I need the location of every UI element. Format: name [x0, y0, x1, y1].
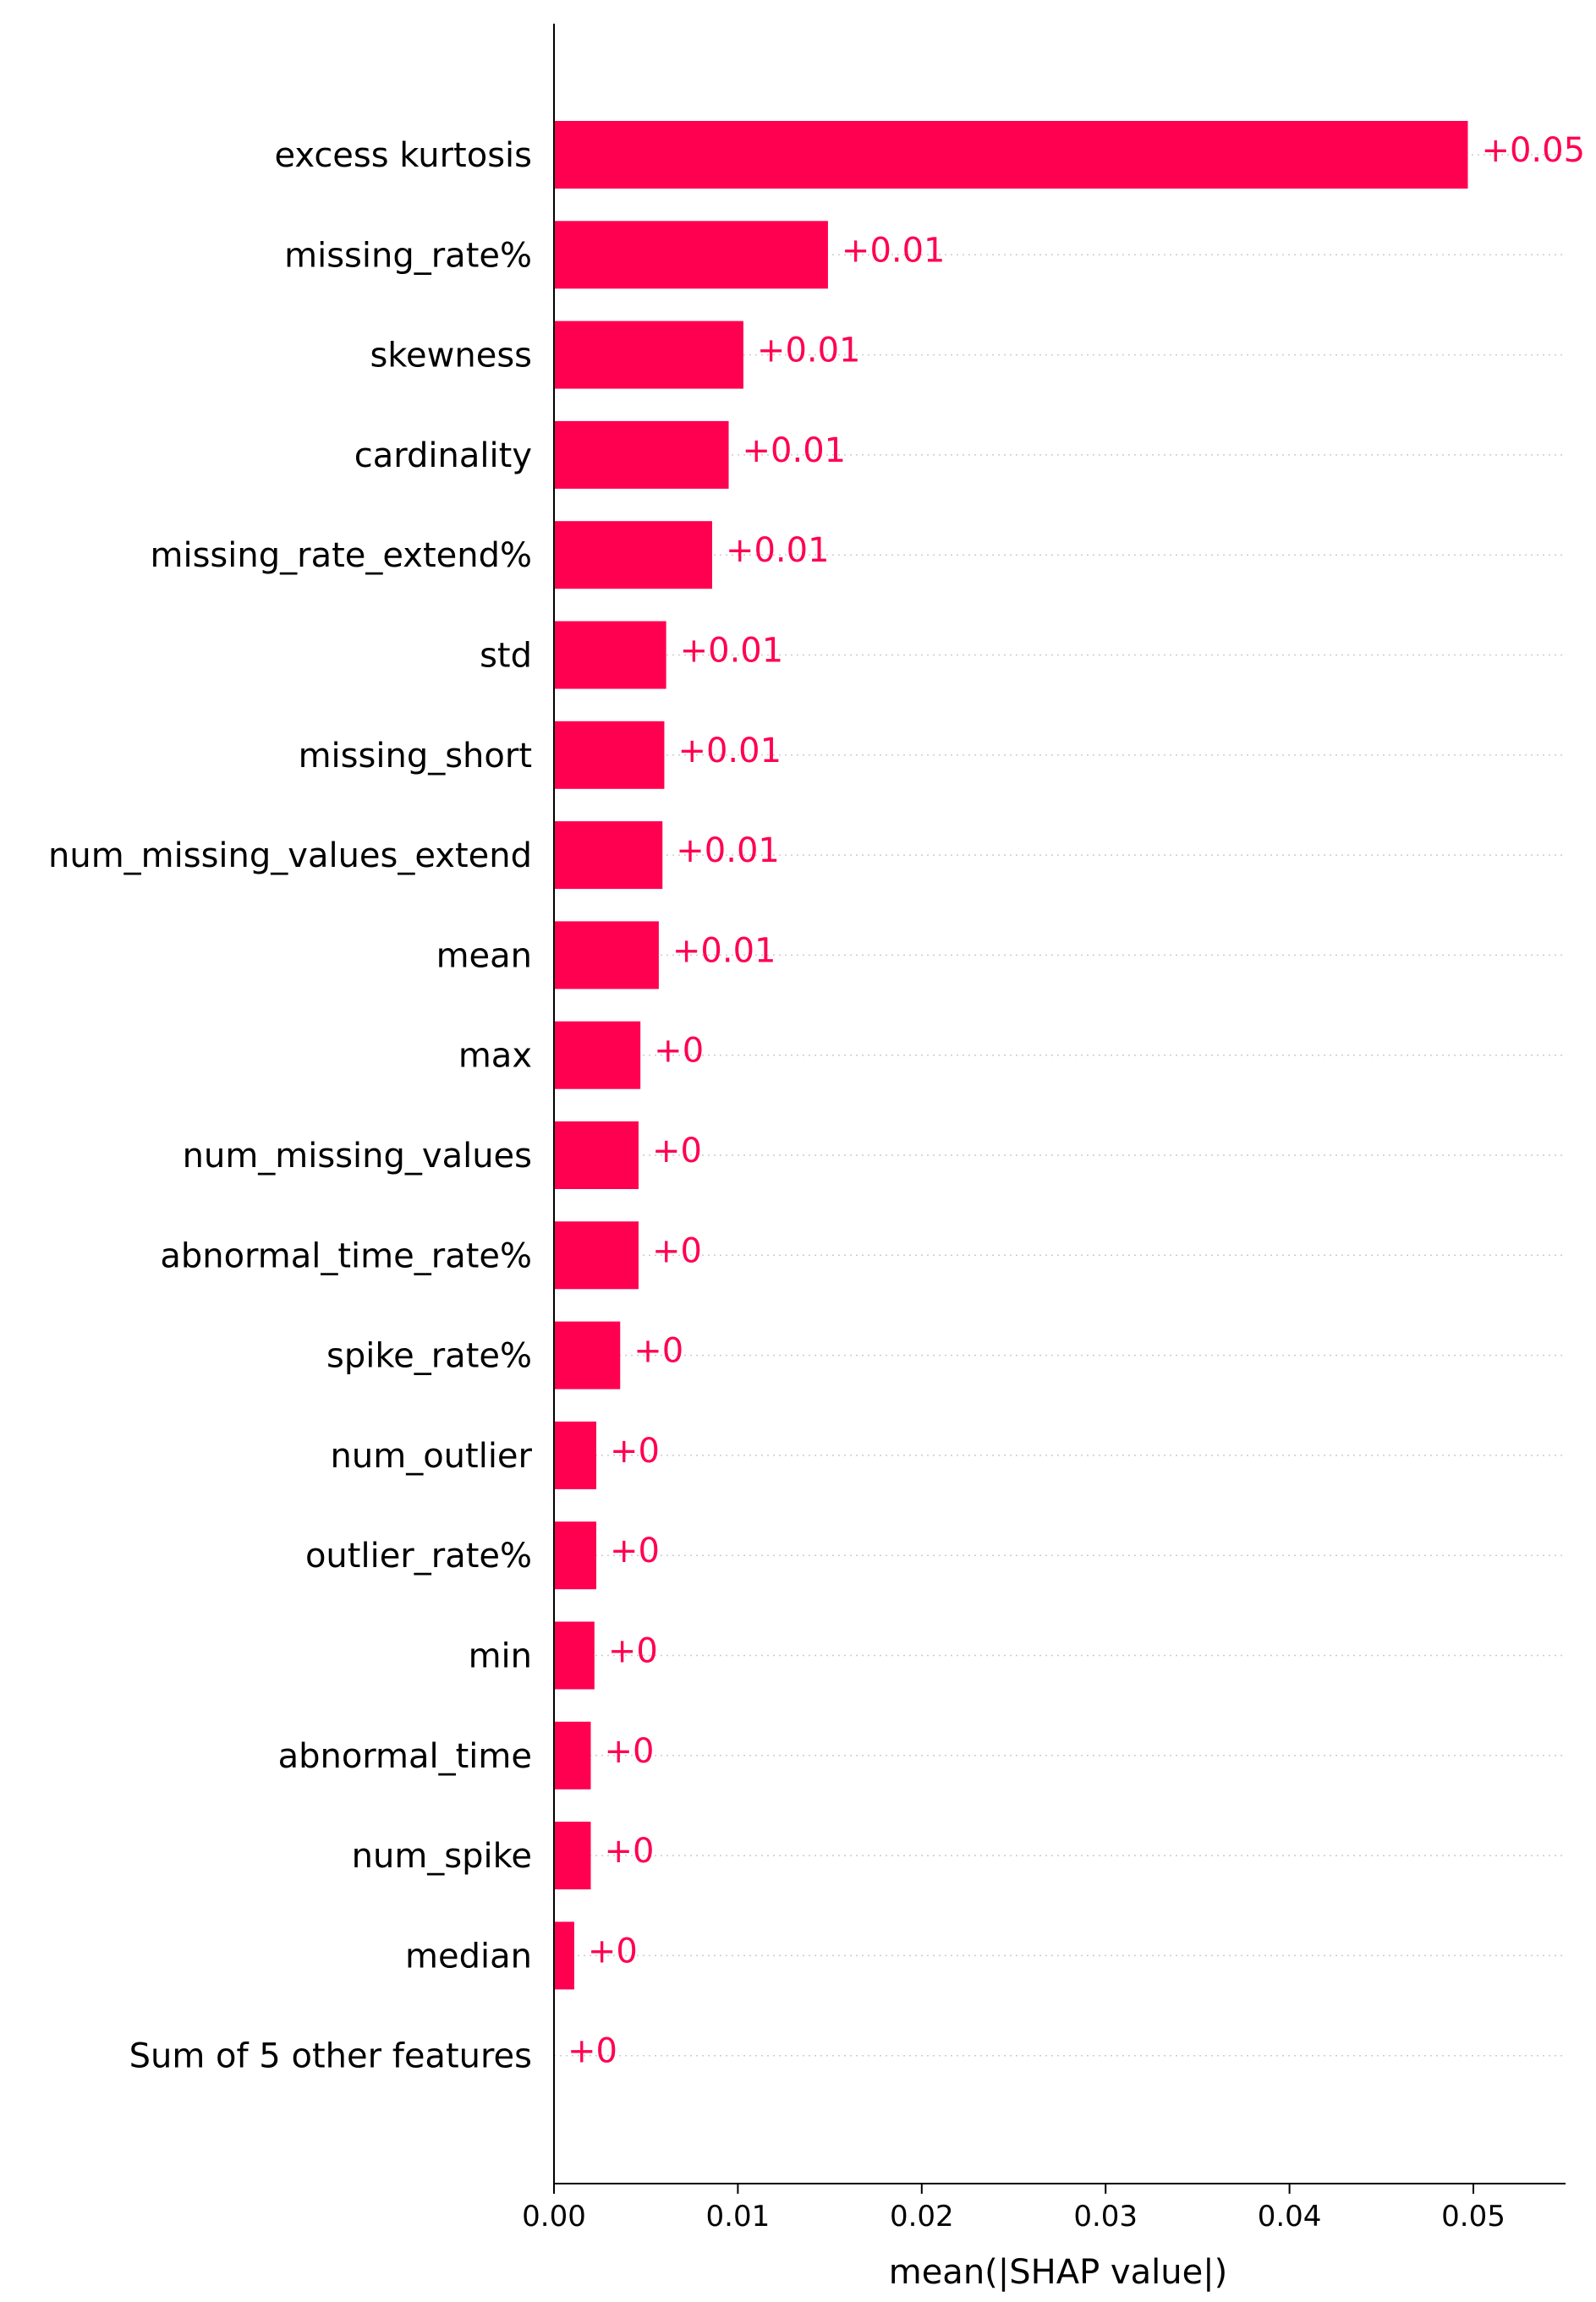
feature-label: num_spike	[352, 1837, 532, 1876]
feature-label: cardinality	[354, 436, 532, 475]
feature-label: max	[458, 1037, 532, 1076]
value-label: +0.01	[757, 332, 861, 370]
value-label: +0	[654, 1032, 704, 1071]
feature-label: std	[480, 637, 532, 676]
value-label: +0	[652, 1231, 702, 1270]
feature-label: excess kurtosis	[274, 136, 532, 175]
feature-label: missing_rate_extend%	[151, 536, 532, 575]
x-tick-label: 0.03	[1073, 2200, 1138, 2233]
x-tick-label: 0.01	[706, 2200, 771, 2233]
feature-label: min	[469, 1637, 532, 1676]
value-label: +0	[604, 1732, 654, 1771]
bar	[554, 321, 743, 389]
feature-label: skewness	[370, 337, 532, 375]
feature-label: abnormal_time	[278, 1737, 532, 1776]
bar	[554, 1822, 591, 1890]
feature-label: num_missing_values_extend	[48, 836, 532, 875]
value-label: +0.01	[680, 632, 784, 671]
bar	[554, 1121, 639, 1189]
bar	[554, 1721, 591, 1790]
feature-label: missing_short	[299, 737, 532, 776]
x-tick-label: 0.05	[1441, 2200, 1506, 2233]
bar	[554, 921, 659, 989]
feature-label: abnormal_time_rate%	[160, 1236, 532, 1275]
feature-label: mean	[436, 936, 532, 975]
value-label: +0.05	[1481, 131, 1585, 170]
x-tick-label: 0.04	[1258, 2200, 1322, 2233]
bar	[554, 420, 729, 489]
value-label: +0	[652, 1132, 702, 1170]
bar	[554, 621, 666, 689]
bars	[554, 121, 1468, 1990]
feature-label: Sum of 5 other features	[129, 2037, 532, 2076]
bar	[554, 221, 828, 289]
value-label: +0.01	[726, 531, 830, 570]
value-label: +0	[568, 2032, 617, 2071]
value-label: +0.01	[743, 431, 847, 470]
feature-label: spike_rate%	[326, 1337, 532, 1376]
bar	[554, 521, 712, 589]
x-tick-label: 0.02	[890, 2200, 954, 2233]
value-label: +0	[633, 1332, 683, 1371]
value-label: +0	[610, 1532, 660, 1570]
x-tick-label: 0.00	[522, 2200, 586, 2233]
feature-label: num_missing_values	[183, 1137, 532, 1176]
bar	[554, 1621, 595, 1690]
bar	[554, 1521, 597, 1590]
value-label: +0	[608, 1632, 658, 1671]
x-axis-title: mean(|SHAP value|)	[889, 2253, 1228, 2292]
bar	[554, 721, 665, 789]
bar	[554, 1921, 574, 1990]
feature-label: missing_rate%	[284, 236, 532, 275]
feature-label: num_outlier	[331, 1437, 533, 1476]
feature-labels: excess kurtosis missing_rate% skewness card…	[48, 136, 533, 2076]
value-labels: +0.05 +0.01 +0.01 +0.01 +0.01 +0.01 +0.01 +0.01…	[568, 131, 1585, 2071]
bar	[554, 121, 1468, 189]
bar	[554, 1421, 597, 1489]
value-label: +0.01	[842, 231, 946, 270]
bar	[554, 1321, 621, 1389]
feature-label: median	[405, 1937, 532, 1976]
bar	[554, 821, 663, 890]
value-label: +0.01	[677, 732, 782, 770]
bar	[554, 1021, 641, 1089]
value-label: +0	[604, 1832, 654, 1871]
x-ticks: 0.00 0.01 0.02 0.03 0.04 0.05	[522, 2184, 1506, 2233]
value-label: +0.01	[676, 831, 780, 870]
value-label: +0	[588, 1932, 638, 1970]
value-label: +0	[610, 1432, 660, 1471]
feature-label: outlier_rate%	[305, 1537, 532, 1576]
value-label: +0.01	[672, 931, 776, 970]
bar	[554, 1221, 639, 1290]
